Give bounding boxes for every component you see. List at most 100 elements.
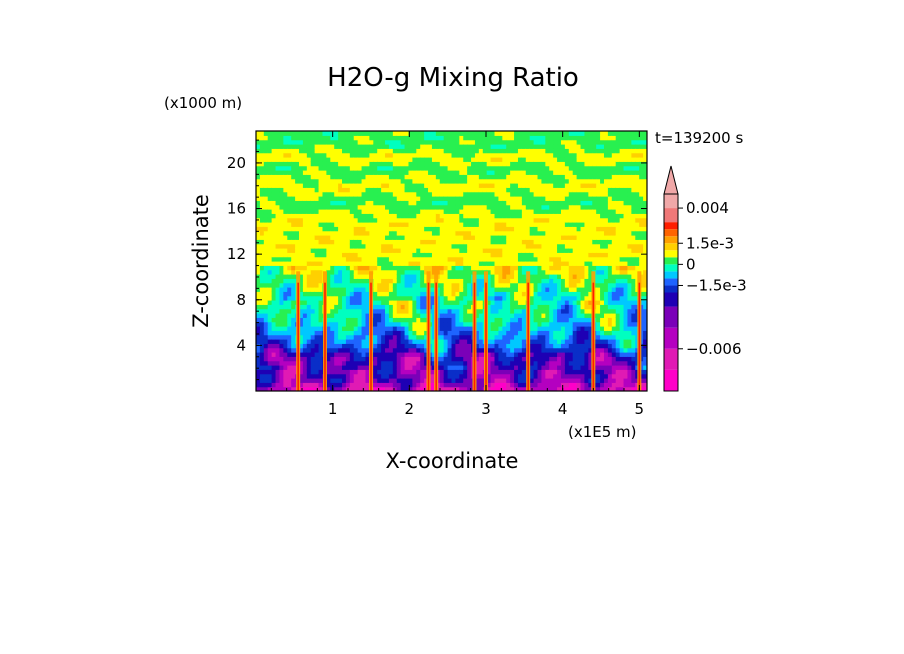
field-cell	[318, 308, 324, 314]
field-cell	[572, 352, 578, 357]
field-cell	[541, 131, 546, 136]
field-cell	[533, 191, 539, 197]
field-cell	[455, 261, 460, 266]
field-cell	[486, 178, 492, 184]
field-cell	[474, 295, 480, 301]
field-cell	[279, 200, 284, 206]
field-cell	[381, 378, 386, 383]
field-cell	[361, 287, 367, 292]
field-cell	[420, 274, 425, 279]
field-cell	[357, 321, 363, 327]
field-cell	[467, 230, 472, 236]
field-cell	[310, 148, 316, 154]
field-cell	[576, 347, 582, 353]
field-cell	[490, 148, 496, 154]
field-cell	[256, 278, 261, 284]
field-cell	[451, 265, 457, 271]
field-cell	[334, 265, 339, 271]
field-cell	[521, 139, 527, 145]
field-cell	[486, 209, 492, 214]
field-cell	[291, 321, 296, 327]
field-cell	[564, 378, 570, 383]
field-cell	[455, 161, 460, 167]
field-cell	[275, 326, 281, 331]
field-cell	[263, 196, 269, 201]
field-cell	[482, 196, 488, 201]
field-cell	[392, 256, 398, 262]
field-cell	[310, 174, 316, 180]
field-cell	[455, 187, 460, 193]
field-cell	[553, 252, 558, 258]
field-cell	[326, 239, 331, 245]
field-cell	[283, 213, 288, 219]
field-cell	[267, 217, 273, 223]
field-cell	[357, 204, 363, 210]
field-cell	[521, 304, 527, 310]
field-cell	[334, 304, 339, 310]
field-cell	[506, 369, 511, 375]
field-cell	[342, 248, 347, 253]
field-cell	[428, 144, 433, 149]
field-cell	[408, 373, 413, 379]
field-cell	[545, 278, 550, 284]
field-cell	[459, 269, 464, 275]
field-cell	[482, 131, 488, 136]
field-cell	[553, 261, 558, 266]
field-cell	[510, 204, 515, 210]
field-cell	[514, 135, 519, 141]
field-cell	[385, 243, 390, 249]
field-cell	[478, 343, 484, 349]
field-cell	[564, 373, 570, 379]
field-cell	[525, 191, 531, 197]
field-cell	[572, 269, 578, 275]
field-cell	[424, 378, 429, 383]
field-cell	[455, 365, 460, 370]
field-cell	[279, 347, 284, 353]
field-cell	[560, 230, 566, 236]
field-cell	[396, 204, 402, 210]
field-cell	[572, 334, 578, 340]
field-cell	[557, 304, 562, 310]
field-cell	[471, 170, 476, 175]
field-cell	[514, 269, 519, 275]
field-cell	[541, 170, 546, 175]
field-cell	[396, 222, 402, 227]
field-cell	[463, 334, 468, 340]
field-cell	[424, 191, 429, 197]
field-cell	[478, 282, 484, 288]
field-cell	[580, 334, 586, 340]
field-cell	[467, 144, 472, 149]
field-cell	[455, 196, 460, 201]
field-cell	[314, 200, 320, 206]
field-cell	[408, 261, 413, 266]
field-cell	[287, 313, 292, 318]
field-cell	[275, 282, 281, 288]
field-cell	[326, 209, 331, 214]
field-cell	[314, 222, 320, 227]
field-cell	[478, 313, 484, 318]
field-cell	[455, 334, 460, 340]
field-cell	[506, 347, 511, 353]
field-cell	[545, 196, 550, 201]
field-cell	[451, 334, 457, 340]
field-cell	[474, 161, 480, 167]
field-cell	[549, 382, 554, 388]
field-cell	[349, 217, 355, 223]
field-cell	[256, 261, 261, 266]
field-cell	[353, 170, 359, 175]
field-cell	[299, 174, 304, 180]
field-cell	[400, 317, 406, 323]
field-cell	[291, 360, 296, 366]
field-cell	[455, 304, 460, 310]
field-cell	[388, 382, 394, 388]
field-cell	[521, 256, 527, 262]
field-cell	[455, 378, 460, 383]
field-cell	[572, 191, 578, 197]
field-cell	[576, 191, 582, 197]
field-cell	[287, 334, 292, 340]
field-cell	[259, 152, 265, 158]
field-cell	[388, 204, 394, 210]
field-cell	[455, 239, 460, 245]
field-cell	[392, 282, 398, 288]
field-cell	[283, 139, 288, 145]
